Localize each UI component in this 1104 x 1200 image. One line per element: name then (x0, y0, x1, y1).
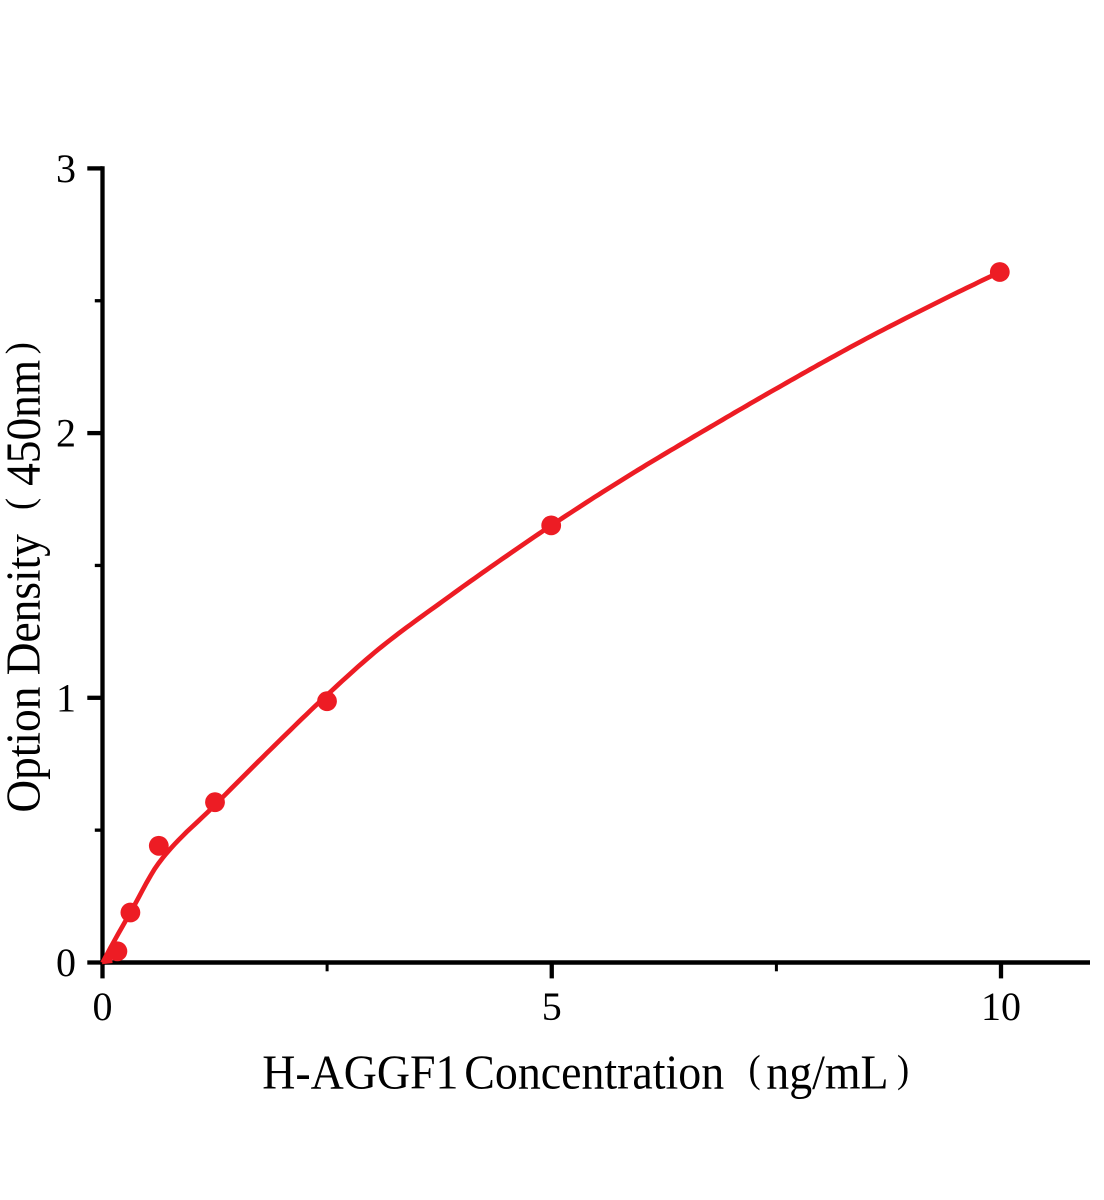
svg-text:2: 2 (56, 411, 76, 456)
svg-text:1: 1 (56, 675, 76, 720)
svg-text:3: 3 (56, 146, 76, 191)
svg-text:Option Density(450nm): Option Density(450nm) (0, 342, 51, 812)
svg-text:0: 0 (93, 984, 113, 1029)
svg-text:5: 5 (542, 984, 562, 1029)
svg-text:10: 10 (981, 984, 1021, 1029)
svg-text:H-AGGF1 Concentration(ng/mL): H-AGGF1 Concentration(ng/mL) (262, 1046, 909, 1100)
svg-text:0: 0 (56, 940, 76, 985)
